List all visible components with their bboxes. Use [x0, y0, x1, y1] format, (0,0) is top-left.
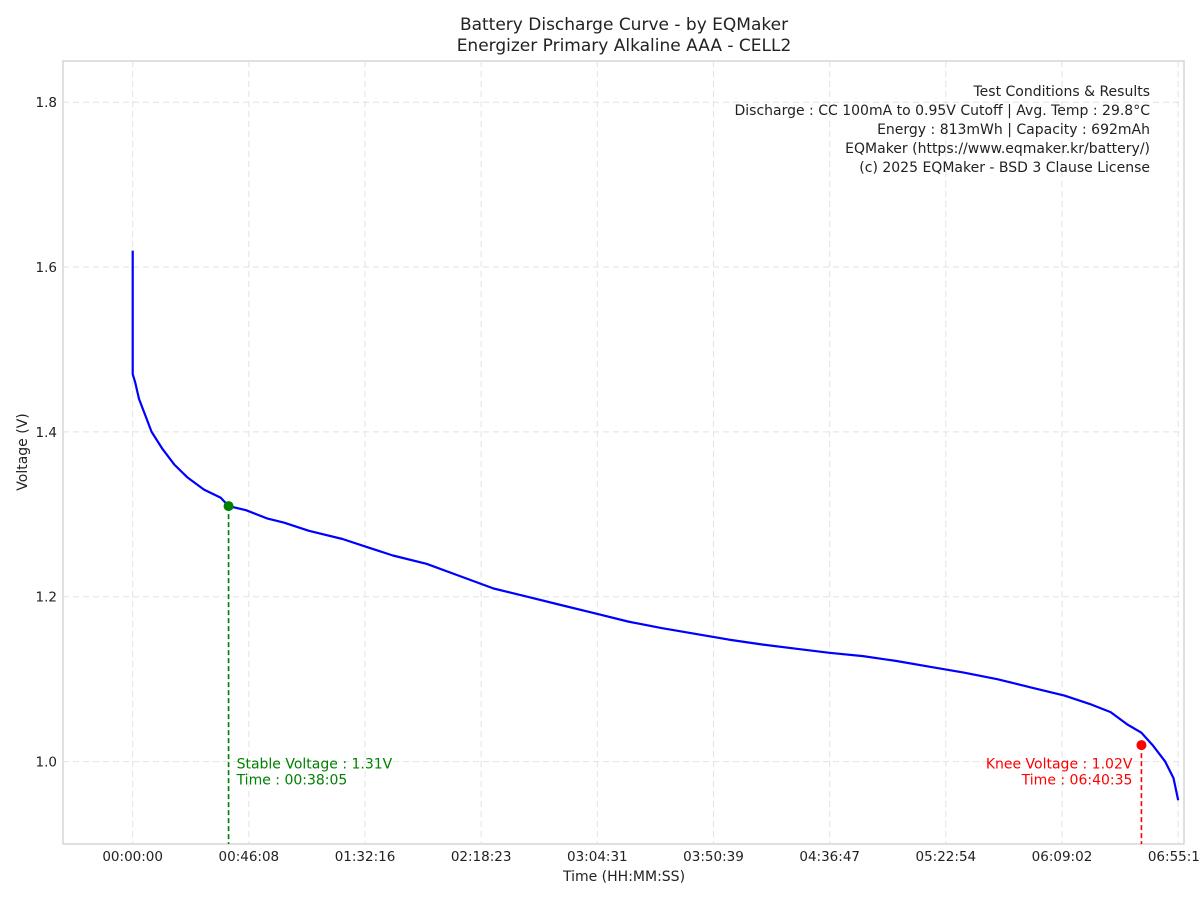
x-axis-label: Time (HH:MM:SS) [562, 869, 685, 885]
annotation-label: Time : 06:40:35 [1021, 773, 1133, 789]
info-box: Test Conditions & Results Discharge : CC … [734, 84, 1150, 176]
info-box-line: (c) 2025 EQMaker - BSD 3 Clause License [859, 160, 1150, 176]
x-tick-label: 00:00:00 [102, 849, 163, 865]
y-tick-label: 1.4 [36, 425, 57, 441]
tick-labels: 00:00:00 00:46:08 01:32:16 02:18:23 03:04:31… [36, 95, 1200, 865]
x-tick-label: 04:36:47 [799, 849, 860, 865]
info-box-line: Test Conditions & Results [973, 84, 1151, 100]
x-tick-label: 03:04:31 [567, 849, 628, 865]
plot-area [62, 60, 1185, 845]
y-tick-label: 1.0 [36, 755, 57, 771]
x-tick-label: 00:46:08 [219, 849, 280, 865]
y-tick-label: 1.2 [36, 590, 57, 606]
chart-title: Battery Discharge Curve - by EQMaker Ene… [457, 15, 792, 56]
x-tick-label: 01:32:16 [335, 849, 396, 865]
annotation-label: Stable Voltage : 1.31V [237, 757, 393, 773]
series-layer [131, 250, 1180, 801]
info-box-line: EQMaker (https://www.eqmaker.kr/battery/… [845, 141, 1150, 157]
x-tick-label: 05:22:54 [915, 849, 976, 865]
info-box-line: Discharge : CC 100mA to 0.95V Cutoff | A… [734, 103, 1150, 119]
chart-title-line-2: Energizer Primary Alkaline AAA - CELL2 [457, 36, 792, 56]
annotation-label: Knee Voltage : 1.02V [986, 757, 1133, 773]
y-axis-label: Voltage (V) [15, 413, 31, 490]
info-box-line: Energy : 813mWh | Capacity : 692mAh [877, 122, 1150, 138]
y-tick-label: 1.8 [36, 95, 57, 111]
grid [63, 61, 1184, 844]
annotation-marker [1136, 740, 1147, 751]
x-tick-label: 02:18:23 [451, 849, 512, 865]
x-tick-label: 03:50:39 [683, 849, 744, 865]
x-tick-label: 06:55:10 [1148, 849, 1200, 865]
x-tick-label: 06:09:02 [1032, 849, 1093, 865]
annotation-label: Time : 00:38:05 [236, 773, 348, 789]
series-line [131, 250, 1180, 801]
chart-title-line-1: Battery Discharge Curve - by EQMaker [460, 15, 788, 35]
y-tick-label: 1.6 [36, 260, 57, 276]
annotation-marker [223, 501, 234, 512]
